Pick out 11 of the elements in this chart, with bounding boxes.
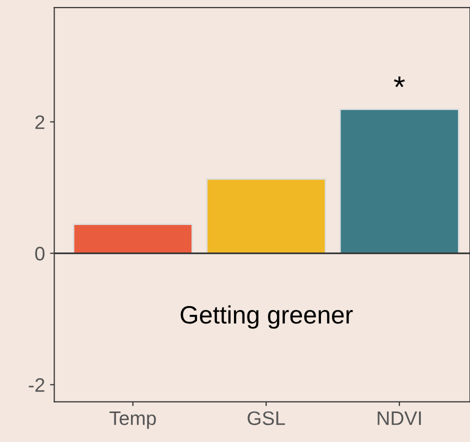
y-tick-label: 2: [35, 115, 44, 129]
y-tick-label: -2: [28, 378, 44, 392]
y-tick-label: 0: [35, 246, 44, 261]
annotation: *: [394, 76, 405, 88]
bar: [206, 178, 326, 254]
x-tick-label: GSL: [248, 411, 285, 426]
bar: [72, 224, 193, 254]
x-tick-label: Temp: [110, 412, 156, 429]
annotation: Getting greener: [180, 305, 353, 329]
bar: [339, 108, 460, 254]
x-tick-label: NDVI: [378, 412, 421, 425]
